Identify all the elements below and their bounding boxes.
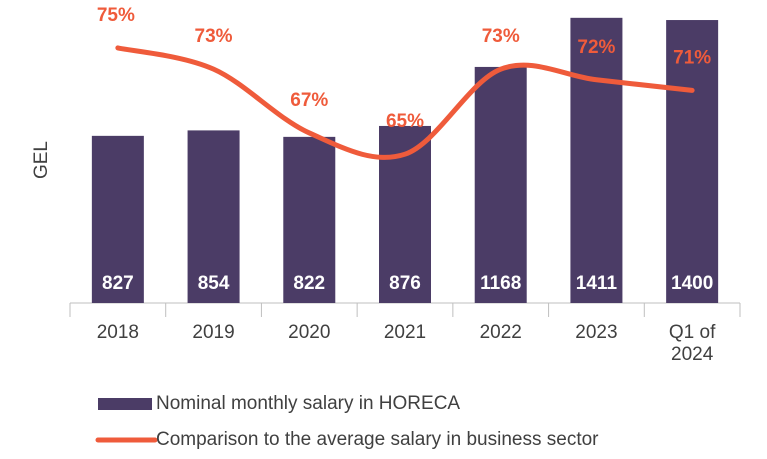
line-value-label: 67% [290,90,328,111]
bar-value-label: 876 [389,273,421,294]
bar [283,136,336,303]
line-value-label: 71% [673,47,711,68]
legend-swatch [98,398,152,410]
x-tick-label: 2019 [192,322,235,343]
x-tick-label: 2023 [575,322,618,343]
legend-label: Comparison to the average salary in busi… [156,429,599,450]
bar-value-label: 822 [293,273,325,294]
bar-value-label: 1168 [480,273,521,294]
bar [474,66,527,303]
line-value-label: 73% [482,26,520,47]
bar-value-label: 1400 [671,273,713,294]
x-tick-label: 2020 [288,322,331,343]
bar-value-label: 827 [102,273,134,294]
line-value-label: 72% [577,37,615,58]
y-axis-label: GEL [31,141,52,179]
bar-value-label: 854 [198,273,230,294]
x-tick-label: 2022 [479,322,522,343]
bar [91,135,144,303]
x-tick-label: Q1 of 2024 [668,322,716,365]
legend-label: Nominal monthly salary in HORECA [156,393,460,414]
x-tick-label: 2021 [383,322,427,343]
bar [666,20,719,303]
bar-value-label: 1411 [576,273,618,294]
line [115,45,695,160]
line-value-label: 73% [195,26,233,47]
line-value-label: 75% [97,5,135,26]
bar [570,17,623,304]
line-value-label: 65% [386,111,424,132]
bar [187,130,240,303]
x-tick-label: 2018 [96,322,139,343]
